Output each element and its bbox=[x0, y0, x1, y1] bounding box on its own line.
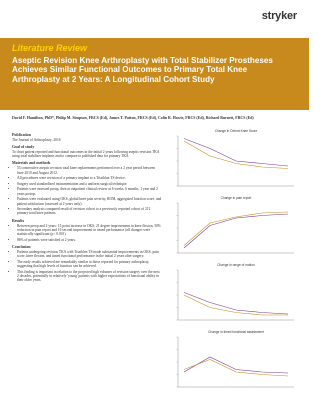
bullet-list: Patients undergoing revision TKA with Tr… bbox=[12, 250, 162, 283]
figure-title: Change in range of motion bbox=[217, 263, 255, 267]
figure-title: Change in Oxford Knee Score bbox=[215, 129, 258, 133]
trend-line bbox=[183, 140, 289, 169]
left-column: Publication The Journal of Arthroplasty, … bbox=[12, 130, 162, 284]
trend-line bbox=[183, 138, 289, 167]
bullet: Secondary analysis compared result of re… bbox=[17, 207, 162, 216]
bullet-list: 53 consecutive aseptic revision total kn… bbox=[12, 166, 162, 215]
section-heading: Conclusion bbox=[12, 245, 31, 250]
section-heading: Materials and methods bbox=[12, 161, 51, 166]
figure-title: Change in pain report bbox=[221, 196, 252, 200]
bullet: This finding is important in relation to… bbox=[17, 270, 162, 283]
section-text: To chart patient reported and functional… bbox=[12, 149, 160, 159]
page: stryker Literature Review Aseptic Revisi… bbox=[0, 0, 309, 400]
bullet-list: Between preop and 2 years: 15 point incr… bbox=[12, 224, 162, 242]
bullet: Between preop and 2 years: 15 point incr… bbox=[17, 224, 162, 237]
trend-line bbox=[183, 356, 289, 374]
figures: Change in Oxford Knee Score Change in pai… bbox=[176, 129, 294, 388]
section-heading: Goal of study bbox=[12, 145, 35, 150]
section-heading: Results bbox=[12, 218, 25, 223]
header-band bbox=[0, 38, 309, 110]
bullet: Surgery used standardized instrumentatio… bbox=[17, 182, 162, 186]
bullet: Patients were assessed preop, then at ou… bbox=[17, 187, 162, 196]
bullet: The early results achieved are remarkabl… bbox=[17, 260, 162, 269]
bullet: 86% of patients were satisfied at 2 year… bbox=[17, 238, 162, 242]
authors: David F. Hamilton, PhD*, Philip M. Simps… bbox=[12, 116, 254, 120]
title: Aseptic Revision Knee Arthroplasty with … bbox=[12, 56, 273, 84]
bullet: 53 consecutive aseptic revision total kn… bbox=[17, 166, 162, 175]
trend-line bbox=[183, 292, 289, 315]
trend-line bbox=[183, 211, 289, 246]
trend-line bbox=[183, 213, 289, 249]
kicker: Literature Review bbox=[12, 43, 88, 53]
figure-title: Change in timed functional assessment bbox=[208, 330, 264, 334]
bullet: Patients undergoing revision TKA with Tr… bbox=[17, 250, 162, 259]
bullet: Patients were evaluated using OKS, globa… bbox=[17, 197, 162, 206]
trend-line bbox=[183, 294, 288, 316]
section-heading: Publication bbox=[12, 133, 32, 137]
trend-line bbox=[183, 359, 289, 377]
section-text: The Journal of Arthroplasty, 2016 bbox=[12, 137, 61, 142]
bullet: All procedures were revision of a primar… bbox=[17, 176, 162, 180]
brand-logo: stryker bbox=[261, 10, 297, 22]
